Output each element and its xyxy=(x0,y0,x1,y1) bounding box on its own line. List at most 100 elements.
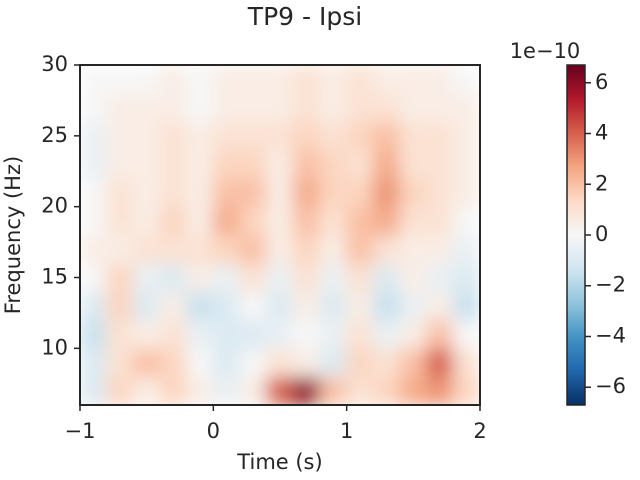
x-tick-label: 2 xyxy=(473,419,486,443)
heatmap-cell xyxy=(159,121,188,151)
heatmap-cell xyxy=(452,347,480,378)
heatmap-cell xyxy=(292,376,321,405)
heatmap-cell xyxy=(212,376,241,405)
y-axis-label: Frequency (Hz) xyxy=(1,156,25,314)
heatmap-cell xyxy=(292,92,321,123)
heatmap-cell xyxy=(266,262,294,293)
heatmap-cell xyxy=(426,262,454,293)
heatmap-cell xyxy=(452,376,480,405)
heatmap-cell xyxy=(106,347,134,378)
colorbar-tick-label: 2 xyxy=(595,171,608,195)
y-tick-label: 30 xyxy=(41,52,68,76)
heatmap-cell xyxy=(292,149,321,179)
heatmap-cell xyxy=(212,347,241,378)
heatmap-cell xyxy=(212,177,241,208)
heatmap-cell xyxy=(266,65,294,94)
heatmap-cell xyxy=(159,65,188,94)
heatmap-cell xyxy=(372,347,401,378)
heatmap-cell xyxy=(346,92,374,123)
heatmap-cell xyxy=(319,262,348,293)
heatmap-cell xyxy=(186,92,214,123)
heatmap-cell xyxy=(159,376,188,405)
heatmap-cell xyxy=(159,234,188,264)
colorbar xyxy=(566,64,586,406)
x-tick-label: 0 xyxy=(207,419,220,443)
heatmap-cell xyxy=(159,319,188,349)
heatmap-cell xyxy=(266,206,294,236)
heatmap-cell xyxy=(106,234,134,264)
heatmap-cell xyxy=(426,149,454,179)
heatmap-cell xyxy=(266,121,294,151)
x-axis-label: Time (s) xyxy=(236,450,322,474)
heatmap-cell xyxy=(372,177,401,208)
heatmap-cell xyxy=(266,234,294,264)
heatmap-cell xyxy=(132,234,161,264)
heatmap-cell xyxy=(106,121,134,151)
heatmap-cell xyxy=(239,121,268,151)
heatmap-cell xyxy=(266,347,294,378)
heatmap-cell xyxy=(426,92,454,123)
heatmap-cell xyxy=(319,92,348,123)
heatmap-cell xyxy=(452,121,480,151)
heatmap-cell xyxy=(372,376,401,405)
heatmap-cell xyxy=(452,234,480,264)
heatmap-cell xyxy=(159,149,188,179)
heatmap-cell xyxy=(399,65,428,94)
heatmap-cell xyxy=(372,262,401,293)
heatmap-cell xyxy=(80,347,108,378)
heatmap-cell xyxy=(319,177,348,208)
heatmap-cell xyxy=(80,234,108,264)
heatmap-cell xyxy=(80,262,108,293)
heatmap-cell xyxy=(426,206,454,236)
heatmap-cell xyxy=(186,319,214,349)
heatmap-cell xyxy=(426,291,454,321)
heatmap-cell xyxy=(106,149,134,179)
heatmap-cell xyxy=(372,92,401,123)
heatmap-cell xyxy=(159,262,188,293)
heatmap-cell xyxy=(106,206,134,236)
heatmap-cells xyxy=(80,65,480,405)
heatmap-cell xyxy=(239,291,268,321)
heatmap-cell xyxy=(132,149,161,179)
heatmap-cell xyxy=(319,149,348,179)
heatmap-cell xyxy=(319,291,348,321)
heatmap-cell xyxy=(346,65,374,94)
y-tick-label: 25 xyxy=(41,123,68,147)
heatmap-cell xyxy=(292,347,321,378)
heatmap-cell xyxy=(239,347,268,378)
heatmap-cell xyxy=(132,291,161,321)
heatmap-cell xyxy=(106,177,134,208)
heatmap-cell xyxy=(319,234,348,264)
heatmap-cell xyxy=(186,206,214,236)
heatmap-cell xyxy=(452,149,480,179)
colorbar-tick-label: 0 xyxy=(595,222,608,246)
heatmap-cell xyxy=(292,177,321,208)
heatmap-cell xyxy=(239,319,268,349)
heatmap-cell xyxy=(80,65,108,94)
heatmap-cell xyxy=(186,262,214,293)
heatmap-cell xyxy=(132,319,161,349)
heatmap-cell xyxy=(372,234,401,264)
heatmap-cell xyxy=(319,376,348,405)
heatmap-cell xyxy=(80,177,108,208)
heatmap-cell xyxy=(186,149,214,179)
heatmap-cell xyxy=(319,206,348,236)
heatmap-cell xyxy=(266,319,294,349)
heatmap-cell xyxy=(452,262,480,293)
heatmap-cell xyxy=(212,121,241,151)
heatmap-cell xyxy=(159,347,188,378)
heatmap-cell xyxy=(399,92,428,123)
heatmap-cell xyxy=(186,347,214,378)
heatmap-cell xyxy=(399,206,428,236)
heatmap-cell xyxy=(132,262,161,293)
x-tick-label: 1 xyxy=(340,419,353,443)
heatmap-cell xyxy=(346,121,374,151)
heatmap-cell xyxy=(186,121,214,151)
heatmap-cell xyxy=(266,291,294,321)
heatmap-cell xyxy=(106,319,134,349)
heatmap-cell xyxy=(239,234,268,264)
heatmap-cell xyxy=(292,121,321,151)
colorbar-tick-label: −2 xyxy=(595,273,626,297)
heatmap-cell xyxy=(346,262,374,293)
heatmap-cell xyxy=(239,92,268,123)
